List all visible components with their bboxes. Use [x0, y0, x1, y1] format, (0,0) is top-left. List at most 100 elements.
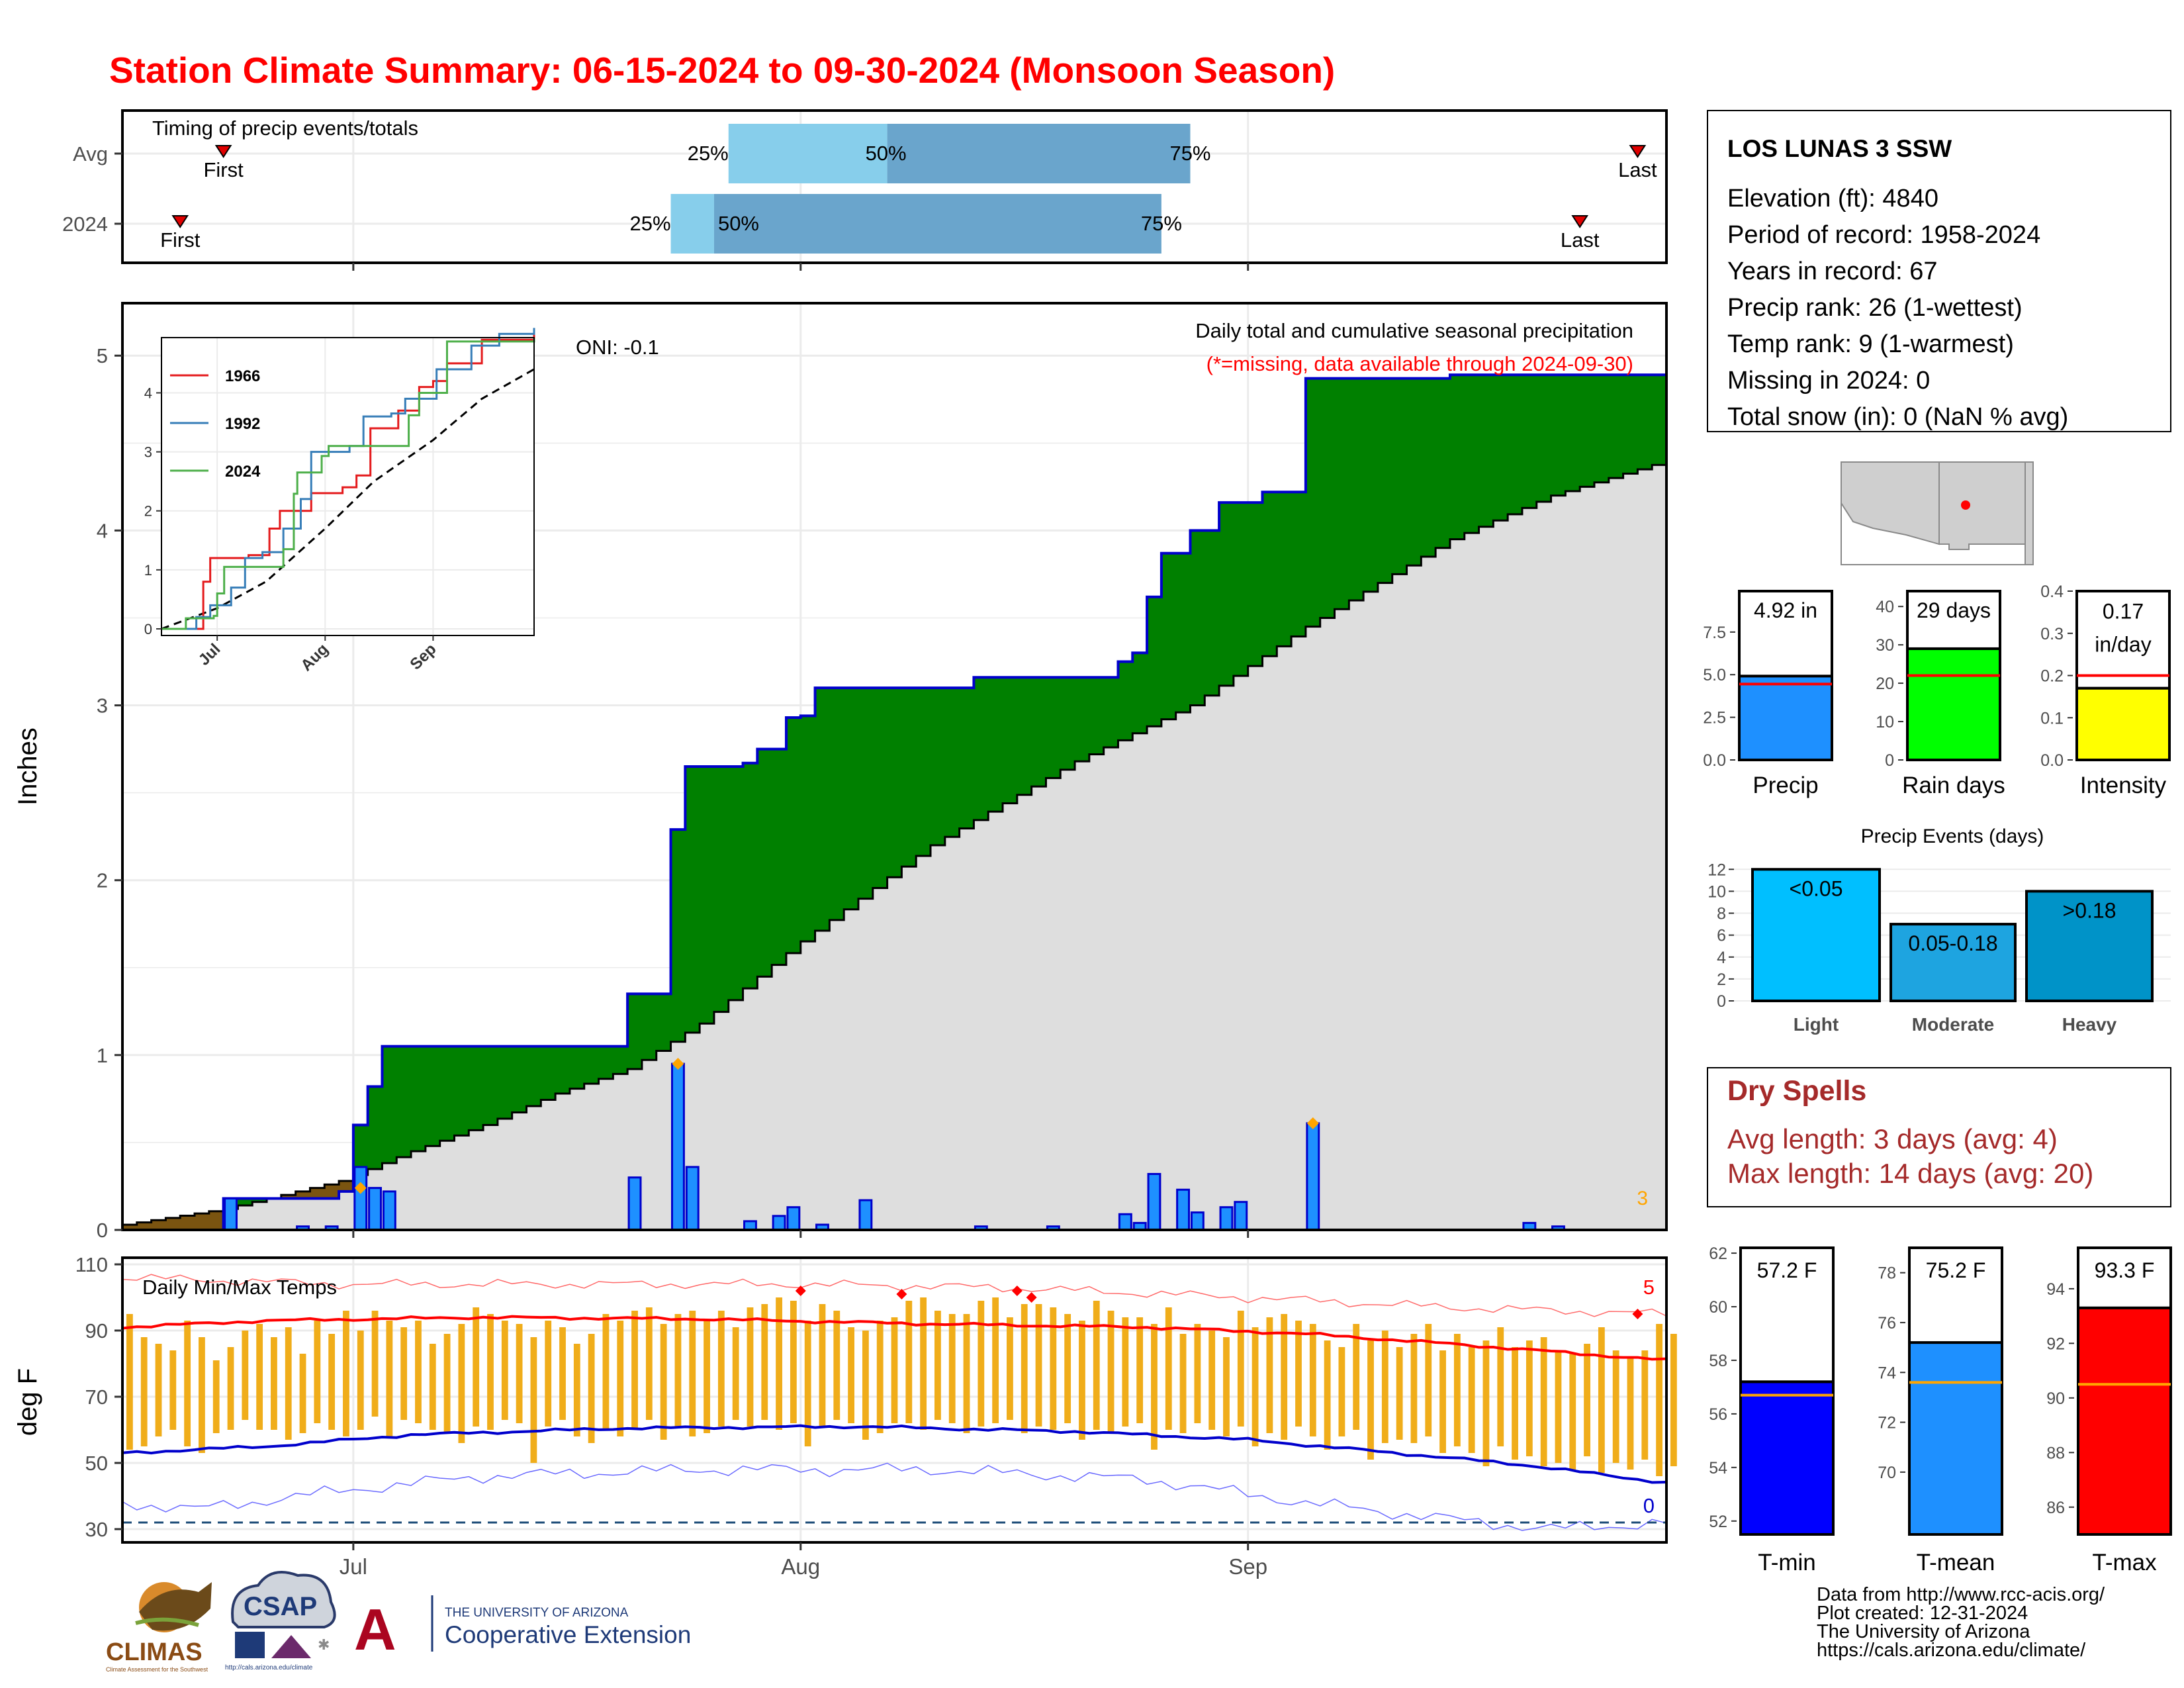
precip-surplus-area [1277, 492, 1292, 647]
daily-temp-range-bar [1194, 1324, 1201, 1423]
precip-surplus-area [469, 1046, 484, 1131]
temp-y-tick-label: 70 [85, 1385, 108, 1409]
daily-temp-range-bar [1122, 1317, 1129, 1427]
precip-surplus-area [1046, 677, 1061, 778]
daily-precip-bar [671, 1062, 685, 1231]
daily-temp-range-bar [1223, 1337, 1230, 1436]
temp-summary-y-tick-label: 52 [1709, 1513, 1727, 1531]
csap-snowflake-icon: ✱ [318, 1636, 330, 1653]
temp-panel: 30 50 70 90 110 Daily Min/Max Temps 5 0 deg … [13, 1253, 1677, 1579]
daily-temp-range-bar [1151, 1324, 1158, 1450]
precip-surplus-area [1262, 492, 1277, 657]
station-info-line: Period of record: 1958-2024 [1727, 221, 2040, 249]
daily-temp-range-bar [1482, 1340, 1490, 1466]
x-axis-tick-label: Jul [340, 1554, 367, 1579]
timing-row-label: 2024 [62, 212, 108, 236]
inset-avg-line [161, 368, 535, 630]
event-range-label: <0.05 [1790, 876, 1843, 900]
precip-surplus-area [1320, 378, 1336, 618]
daily-temp-range-bar [1179, 1334, 1187, 1433]
daily-temp-range-bar [833, 1311, 841, 1420]
station-info-line: Missing in 2024: 0 [1727, 367, 1930, 395]
daily-temp-range-bar [169, 1350, 177, 1430]
daily-temp-range-bar [1512, 1347, 1518, 1460]
inset-y-tick-label: 3 [144, 444, 152, 461]
events-y-tick-label: 0 [1717, 992, 1726, 1011]
daily-precip-bar [368, 1187, 383, 1231]
dry-spells-box: Dry Spells Avg length: 3 days (avg: 4) M… [1707, 1067, 2171, 1207]
precip-y-tick-label: 1 [97, 1044, 108, 1067]
temp-summary-box [1908, 1246, 2003, 1344]
summary-y-tick-label: 0.1 [2040, 709, 2064, 727]
daily-temp-range-bar [920, 1297, 927, 1430]
daily-precip-bar [1147, 1172, 1161, 1231]
precip-surplus-area [1017, 677, 1032, 795]
event-category-label: Moderate [1912, 1014, 1994, 1035]
precip-surplus-area [497, 1046, 513, 1119]
daily-temp-range-bar [1540, 1337, 1547, 1466]
station-frame [1707, 110, 2171, 432]
precip-deficit-area [295, 1191, 311, 1199]
precip-surplus-area [613, 1046, 628, 1074]
precip-surplus-area [959, 688, 975, 829]
timing-p75-label: 75% [1169, 142, 1210, 165]
precip-frame [121, 302, 1668, 1231]
daily-temp-range-bar [1641, 1350, 1649, 1460]
station-info-line: Precip rank: 26 (1-wettest) [1727, 294, 2023, 322]
precip-surplus-area [901, 688, 917, 867]
daily-temp-range-bar [1453, 1334, 1461, 1446]
precip-surplus-area [1536, 375, 1552, 502]
precip-deficit-area [339, 1181, 354, 1192]
precip-surplus-area [1075, 677, 1090, 762]
ua-a-logo-icon: A [354, 1597, 396, 1662]
daily-temp-range-bar [804, 1321, 811, 1446]
precip-y-tick-label: 0 [97, 1219, 108, 1242]
daily-temp-range-bar [314, 1321, 321, 1423]
precip-surplus-area [670, 829, 686, 1042]
precip-deficit-area [165, 1217, 181, 1230]
daily-temp-range-bar [948, 1314, 956, 1423]
daily-temp-range-bar [876, 1321, 884, 1433]
x-axis-tick-label: Aug [781, 1554, 820, 1579]
precip-surplus-area [772, 749, 787, 965]
inset-legend-label: 1966 [225, 367, 260, 385]
daily-temp-range-bar [704, 1321, 710, 1433]
daily-precip-bar [1234, 1201, 1248, 1231]
dry-spells-avg-length: Avg length: 3 days (avg: 4) [1727, 1123, 2058, 1154]
timing-frame [121, 109, 1668, 264]
summary-value-unit: in/day [2095, 633, 2151, 657]
precip-deficit-area [136, 1222, 152, 1230]
precip-surplus-area [1377, 378, 1393, 583]
temp-y-tick-label: 30 [85, 1518, 108, 1541]
daily-temp-range-bar [1324, 1340, 1331, 1450]
precip-surplus-area [916, 688, 931, 857]
daily-temp-range-bar [934, 1311, 941, 1420]
daily-temp-range-bar [848, 1327, 854, 1423]
precip-surplus-area [685, 767, 700, 1033]
daily-precip-bar [1219, 1206, 1234, 1231]
precip-surplus-area [512, 1046, 527, 1113]
credit-line: https://cals.arizona.edu/climate/ [1817, 1640, 2086, 1661]
daily-temp-range-bar [660, 1324, 667, 1440]
credit-line: The University of Arizona [1817, 1621, 2030, 1642]
daily-temp-range-bar [1670, 1334, 1677, 1466]
daily-precip-bar [353, 1166, 368, 1231]
temp-summary-y-tick-label: 72 [1878, 1414, 1896, 1432]
daily-temp-range-bar [1021, 1304, 1028, 1433]
precip-surplus-area [700, 767, 715, 1024]
precip-deficit-area [151, 1220, 167, 1230]
temp-frame [121, 1256, 1668, 1544]
temp-summary-label: T-mean [1917, 1550, 1995, 1575]
temp-record-marker [1632, 1309, 1643, 1319]
daily-temp-range-bar [602, 1314, 610, 1430]
temp-record-marker [1026, 1292, 1037, 1303]
daily-temp-range-bar [1410, 1334, 1418, 1443]
daily-temp-range-bar [487, 1314, 494, 1430]
precip-surplus-area [887, 688, 903, 878]
precip-surplus-area [728, 767, 744, 1000]
ua-cooperative-extension: Cooperative Extension [445, 1621, 691, 1648]
temp-y-tick-label: 110 [75, 1253, 108, 1276]
precip-surplus-area [1103, 677, 1119, 747]
